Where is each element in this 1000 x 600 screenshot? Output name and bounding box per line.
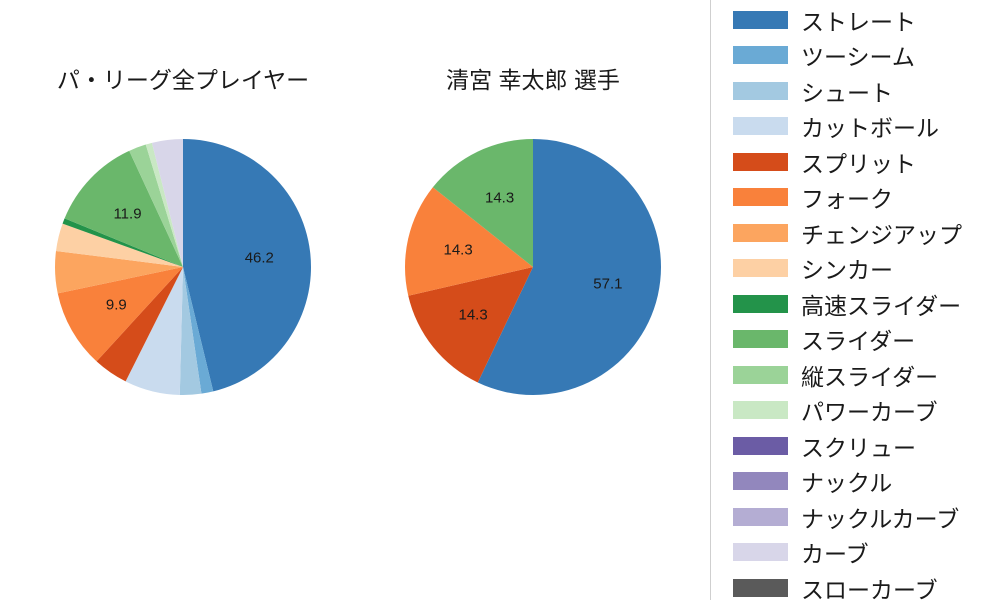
legend-item-label: ナックルカーブ [801, 505, 960, 532]
legend-item-label: シュート [801, 79, 893, 106]
pie-slice-split [408, 267, 533, 383]
legend-item-slow-curve: スローカーブ [733, 570, 1000, 600]
legend-item-screw: スクリュー [733, 428, 1000, 464]
player-pie-svg: 57.1 14.3 14.3 14.3 [404, 139, 662, 395]
legend-color-swatch [733, 294, 788, 313]
pie-percent-label-straight: 46.2 [245, 249, 274, 266]
legend-item-label: チェンジアップ [801, 221, 962, 248]
legend-item-curve: カーブ [733, 535, 1000, 571]
pie-slice-curve [151, 139, 183, 267]
legend-panel: ストレート ツーシーム シュート カットボール スプリット フォーク チェンジア… [710, 0, 1000, 600]
legend-item-label: シンカー [801, 257, 893, 284]
pie-slice-fork [404, 187, 533, 296]
legend-color-swatch [733, 401, 788, 420]
pie-percent-label-fork: 9.9 [106, 297, 127, 314]
legend-item-knuckle: ナックル [733, 464, 1000, 500]
legend-item-label: スクリュー [801, 434, 916, 461]
player-chart-title: 清宮 幸太郎 選手 [446, 67, 620, 93]
legend-color-swatch [733, 188, 788, 207]
legend-item-label: ストレート [801, 8, 916, 35]
legend-color-swatch [733, 259, 788, 278]
pie-slice-straight [477, 139, 662, 395]
legend-item-shoot: シュート [733, 73, 1000, 109]
legend-item-label: スライダー [801, 328, 916, 355]
legend-item-fork: フォーク [733, 180, 1000, 216]
legend-item-changeup: チェンジアップ [733, 215, 1000, 251]
legend-color-swatch [733, 117, 788, 136]
pie-chart-player: 清宮 幸太郎 選手 57.1 14.3 14.3 14.3 [383, 66, 683, 397]
legend-color-swatch [733, 152, 788, 171]
legend-item-sinker: シンカー [733, 251, 1000, 287]
pie-slice-fork [57, 267, 183, 362]
pie-slice-sinker [56, 223, 184, 267]
legend-color-swatch [733, 10, 788, 29]
legend-item-label: カーブ [801, 541, 869, 568]
legend-item-vertical-slider: 縦スライダー [733, 357, 1000, 393]
league-pie-svg: 46.2 9.9 11.9 [55, 139, 312, 396]
legend-color-swatch [733, 543, 788, 562]
legend-item-split: スプリット [733, 144, 1000, 180]
pie-chart-league-all: パ・リーグ全プレイヤー 46.2 9.9 11.9 [33, 66, 333, 397]
legend-item-label: 縦スライダー [801, 363, 939, 390]
pie-slice-fast-slider [62, 218, 183, 267]
pie-slice-slider [64, 150, 183, 267]
legend-color-swatch [733, 81, 788, 100]
legend-color-swatch [733, 578, 788, 597]
legend-item-label: ツーシーム [801, 44, 915, 71]
legend-item-label: スローカーブ [801, 576, 938, 600]
legend-item-slider: スライダー [733, 322, 1000, 358]
legend-item-fast-slider: 高速スライダー [733, 286, 1000, 322]
legend-item-label: スプリット [801, 150, 916, 177]
pie-slice-split [96, 267, 183, 382]
league-chart-title: パ・リーグ全プレイヤー [56, 67, 310, 93]
legend-item-label: パワーカーブ [801, 399, 938, 426]
legend-item-power-curve: パワーカーブ [733, 393, 1000, 429]
legend-item-label: ナックル [801, 470, 893, 497]
legend-item-cut-ball: カットボール [733, 109, 1000, 145]
legend-item-two-seam: ツーシーム [733, 38, 1000, 74]
pie-percent-label-slider: 11.9 [113, 205, 141, 222]
legend-color-swatch [733, 46, 788, 65]
legend-item-label: 高速スライダー [801, 292, 962, 319]
legend-item-label: フォーク [801, 186, 893, 213]
pie-slice-slider [432, 139, 533, 267]
pie-slice-cut-ball [125, 267, 183, 395]
legend-item-knuckle-curve: ナックルカーブ [733, 499, 1000, 535]
legend-color-swatch [733, 365, 788, 384]
pie-percent-label-split: 14.3 [458, 307, 487, 324]
pie-slice-straight [183, 139, 312, 392]
legend-color-swatch [733, 472, 788, 491]
pie-percent-label-slider: 14.3 [485, 189, 514, 206]
legend-item-straight: ストレート [733, 2, 1000, 38]
pie-slice-vertical-slider [129, 144, 183, 267]
pie-slice-changeup [55, 250, 183, 294]
pie-slice-power-curve [145, 142, 183, 267]
legend-list: ストレート ツーシーム シュート カットボール スプリット フォーク チェンジア… [733, 2, 1000, 600]
pie-slice-two-seam [183, 267, 214, 394]
pie-percent-label-straight: 57.1 [593, 276, 622, 293]
legend-color-swatch [733, 223, 788, 242]
legend-color-swatch [733, 330, 788, 349]
pie-percent-label-fork: 14.3 [443, 242, 472, 259]
legend-color-swatch [733, 507, 788, 526]
legend-item-label: カットボール [801, 115, 939, 142]
legend-color-swatch [733, 436, 788, 455]
pie-slice-shoot [179, 267, 202, 396]
